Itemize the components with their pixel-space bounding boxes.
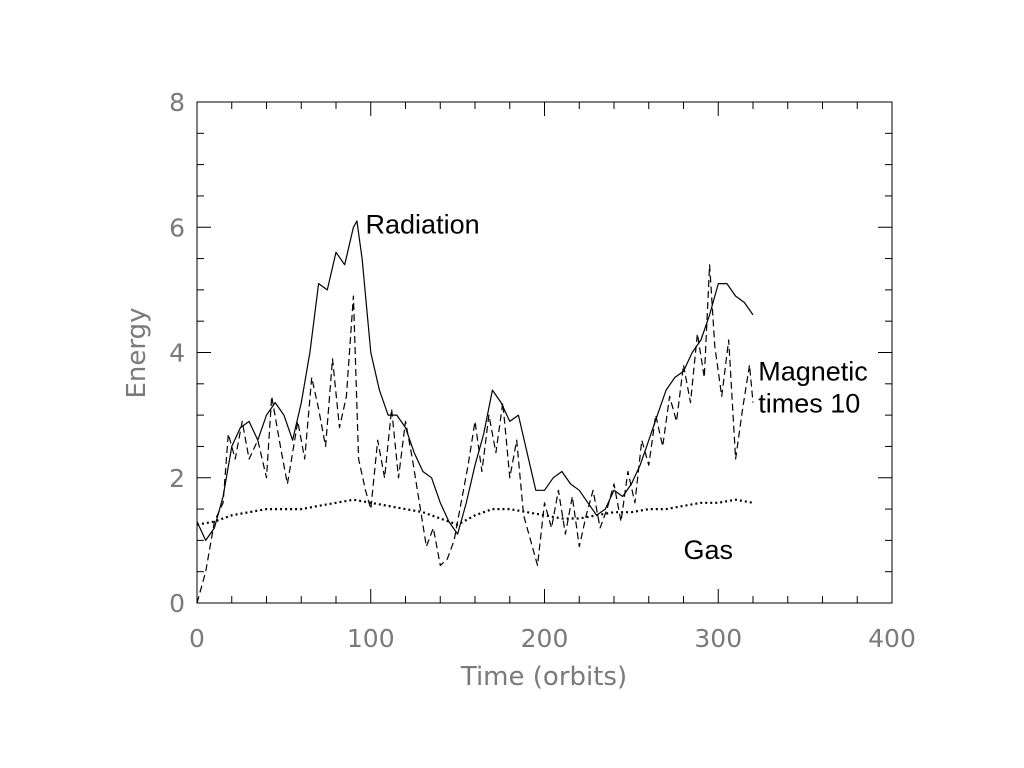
y-tick-label: 4: [169, 339, 185, 368]
annotation-layer: Radiation Magnetic times 10 Gas: [366, 210, 868, 566]
y-axis-label: Energy: [122, 307, 152, 398]
tick-labels: 0 100 200 300 400 0 2 4 6 8: [169, 88, 916, 653]
y-tick-label: 6: [169, 213, 185, 242]
series-gas-line: [196, 498, 754, 526]
annotation-magnetic: Magnetic times 10: [758, 357, 868, 419]
series-magnetic-times-10-line: [196, 264, 754, 604]
y-tick-label: 8: [169, 88, 185, 117]
plot-frame: [196, 101, 893, 604]
annotation-radiation: Radiation: [366, 210, 480, 240]
y-tick-label: 0: [169, 589, 185, 618]
x-tick-label: 300: [694, 624, 742, 653]
series-radiation-line: [196, 220, 754, 542]
y-tick-label: 2: [169, 464, 185, 493]
x-tick-label: 0: [189, 624, 205, 653]
x-axis-label: Time (orbits): [460, 662, 627, 692]
series-layer: [196, 220, 754, 604]
x-tick-label: 100: [347, 624, 395, 653]
axis-ticks: [196, 101, 893, 604]
x-tick-label: 400: [868, 624, 916, 653]
x-tick-label: 200: [521, 624, 569, 653]
annotation-gas: Gas: [684, 535, 734, 565]
